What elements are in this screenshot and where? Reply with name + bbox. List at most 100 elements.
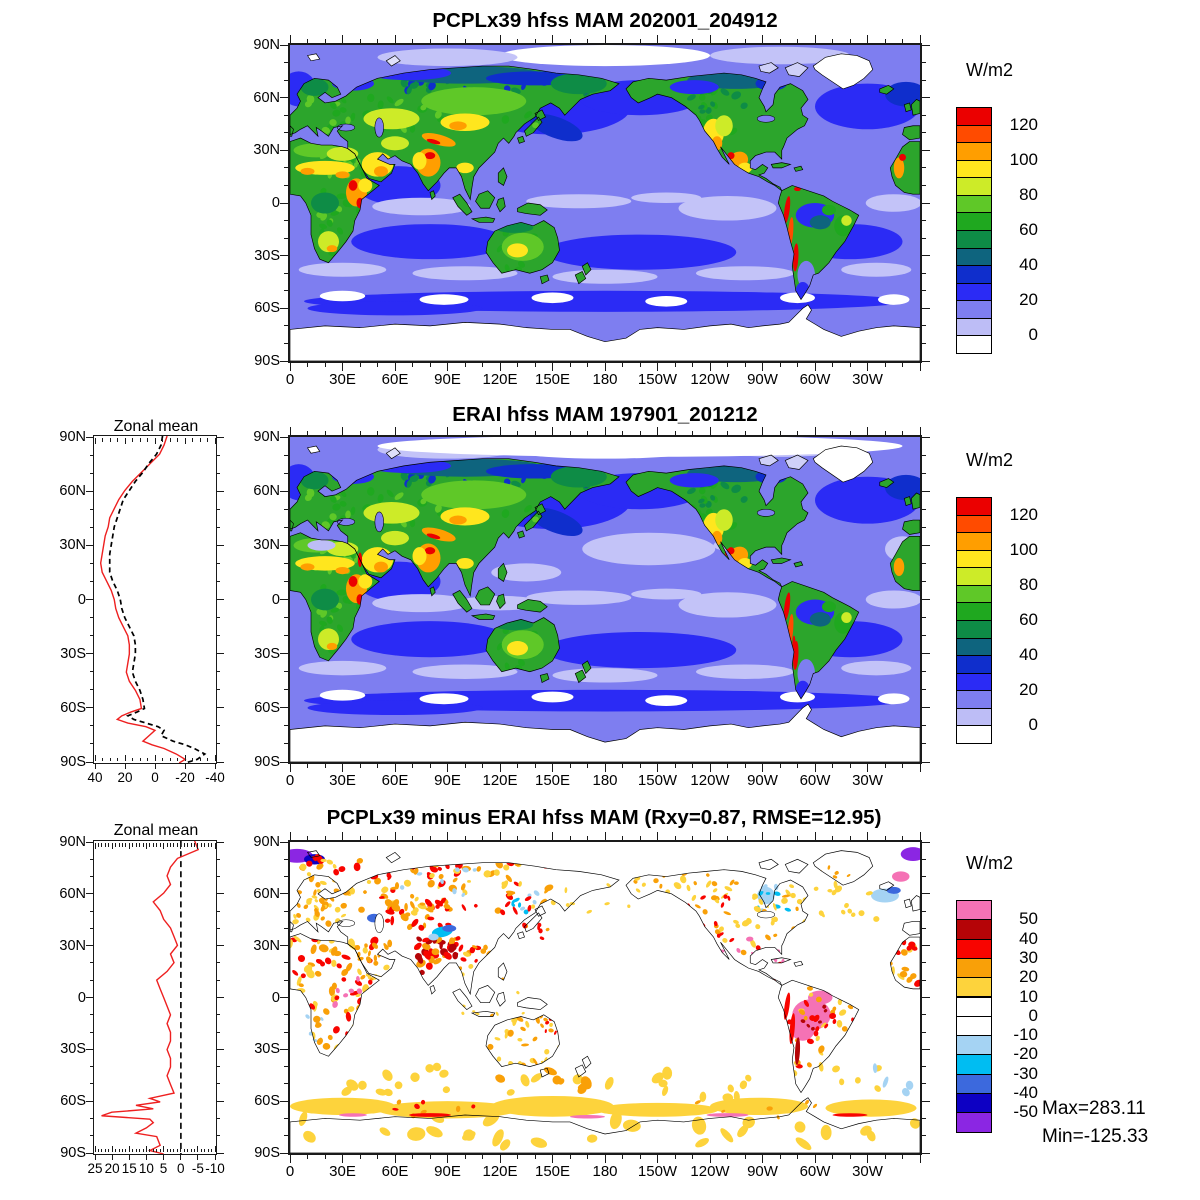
axis-tick [902, 1155, 903, 1159]
axis-tick [284, 167, 288, 169]
colorbar-cell-model [956, 317, 992, 337]
zonal-mean-title-bottom: Zonal mean [113, 822, 199, 839]
axis-tick [217, 1031, 220, 1033]
axis-tick [217, 1014, 220, 1016]
axis-tick [217, 1135, 220, 1137]
axis-tick [86, 1152, 93, 1154]
axis-tick [128, 1155, 130, 1160]
colorbar-cell-model [956, 212, 992, 231]
lon-tick-label-top: 60E [381, 371, 409, 388]
colorbar2-unit: W/m2 [966, 450, 1013, 470]
axis-tick [289, 1155, 291, 1163]
axis-tick [709, 764, 711, 772]
map-erai [288, 435, 922, 764]
axis-tick [692, 764, 693, 768]
axis-tick [499, 35, 501, 43]
axis-tick [177, 757, 178, 761]
colorbar-cell-model [956, 142, 992, 161]
axis-tick [884, 363, 886, 367]
axis-tick [922, 202, 930, 204]
zonal-x-label: 25 [87, 1161, 103, 1176]
axis-tick [284, 290, 288, 292]
axis-tick [779, 431, 781, 435]
axis-tick [217, 1048, 224, 1050]
axis-tick [284, 1014, 288, 1016]
panel1-title: PCPLx39 hfss MAM 202001_204912 [432, 9, 778, 32]
axis-tick [922, 893, 930, 895]
axis-tick [849, 1155, 851, 1159]
axis-tick [142, 843, 144, 847]
zonal-x-label: 10 [138, 1161, 154, 1176]
axis-tick [90, 508, 93, 510]
zonal-lat-label: 60N [59, 483, 86, 500]
axis-tick [922, 290, 926, 292]
axis-tick [464, 39, 466, 43]
lon-tick-label-top: 30E [329, 371, 356, 388]
axis-tick [922, 307, 930, 309]
axis-tick [280, 945, 288, 947]
axis-tick [199, 438, 201, 442]
axis-tick [429, 431, 431, 435]
axis-tick [90, 858, 93, 860]
zonal-x-label: 15 [121, 1161, 137, 1176]
axis-tick [132, 1148, 134, 1152]
axis-tick [90, 927, 93, 929]
axis-tick [217, 1083, 220, 1085]
axis-tick [184, 755, 186, 761]
axis-tick [217, 1152, 224, 1154]
zonal-mean-title-middle: Zonal mean [113, 418, 199, 435]
axis-tick [200, 1148, 202, 1152]
lon-tick-label-middle: 150W [637, 772, 678, 789]
axis-tick [377, 764, 378, 768]
colorbar-cell-erai [956, 655, 992, 674]
axis-tick [639, 836, 641, 840]
axis-tick [922, 562, 926, 564]
axis-tick [832, 431, 833, 435]
axis-tick [359, 431, 361, 435]
lat-tick-label-bottom: 30S [254, 1041, 280, 1058]
axis-tick [86, 707, 93, 709]
axis-tick [587, 431, 588, 435]
axis-tick [147, 757, 148, 761]
axis-tick [342, 427, 343, 435]
axis-tick [922, 114, 926, 116]
zonal-x-label: 20 [117, 770, 133, 785]
axis-tick [342, 832, 343, 840]
zonal-x-label: 5 [159, 1161, 168, 1176]
axis-tick [156, 1148, 158, 1152]
axis-tick [429, 1155, 431, 1159]
axis-tick [280, 1048, 288, 1050]
axis-tick [118, 1148, 120, 1152]
axis-tick [284, 1083, 288, 1085]
axis-tick [101, 1148, 103, 1152]
axis-tick [884, 1155, 886, 1159]
axis-tick [187, 843, 189, 847]
lon-tick-label-middle: 180 [592, 772, 618, 789]
axis-tick [280, 149, 288, 151]
axis-tick [342, 363, 343, 371]
axis-tick [90, 1066, 93, 1068]
axis-tick [727, 363, 728, 367]
axis-tick [324, 39, 326, 43]
axis-tick [412, 363, 413, 367]
axis-tick [284, 526, 288, 528]
axis-tick [674, 363, 676, 367]
axis-tick [622, 1155, 623, 1159]
colorbar-cell-erai [956, 707, 992, 727]
axis-tick [104, 1148, 106, 1152]
axis-tick [217, 526, 220, 528]
axis-tick [412, 1155, 413, 1159]
axis-tick [217, 893, 224, 895]
axis-tick [674, 764, 676, 768]
axis-tick [639, 39, 641, 43]
axis-tick [132, 757, 133, 761]
axis-tick [217, 707, 224, 709]
axis-tick [709, 427, 711, 435]
lon-tick-label-top: 30W [852, 371, 883, 388]
axis-tick [867, 764, 868, 772]
axis-tick [849, 363, 851, 367]
colorbar-tick-label-diff: -50 [1013, 1102, 1038, 1122]
axis-tick [324, 836, 326, 840]
zonal-lat-label: 0 [77, 591, 86, 608]
axis-tick [922, 526, 926, 528]
